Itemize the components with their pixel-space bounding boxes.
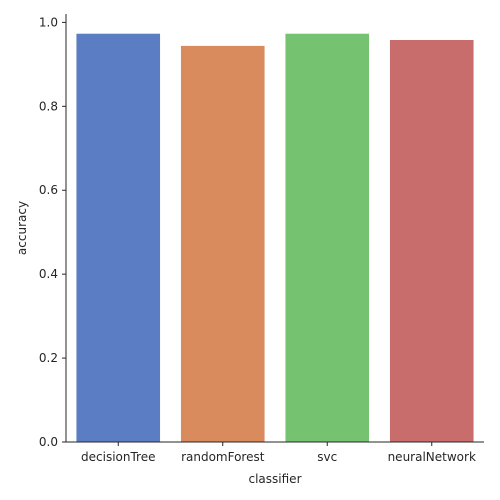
x-tick-label: svc xyxy=(317,450,337,464)
bar-decisionTree xyxy=(76,33,161,443)
y-tick-label: 0.4 xyxy=(39,267,58,281)
y-tick-label: 1.0 xyxy=(39,15,58,29)
bar-randomForest xyxy=(180,45,265,442)
y-tick-label: 0.6 xyxy=(39,183,58,197)
bars-group xyxy=(76,33,474,443)
x-ticks-group: decisionTree randomForest svc neuralNetwork xyxy=(81,442,476,464)
y-tick-label: 0.8 xyxy=(39,99,58,113)
x-axis-label: classifier xyxy=(249,472,302,486)
y-ticks-group: 0.0 0.2 0.4 0.6 0.8 1.0 xyxy=(39,15,66,449)
y-tick-label: 0.2 xyxy=(39,351,58,365)
y-axis-label: accuracy xyxy=(15,201,29,255)
bar-svc xyxy=(285,33,370,443)
bar-neuralNetwork xyxy=(389,40,474,442)
x-tick-label: neuralNetwork xyxy=(388,450,476,464)
x-tick-label: randomForest xyxy=(181,450,265,464)
x-tick-label: decisionTree xyxy=(81,450,155,464)
y-tick-label: 0.0 xyxy=(39,435,58,449)
